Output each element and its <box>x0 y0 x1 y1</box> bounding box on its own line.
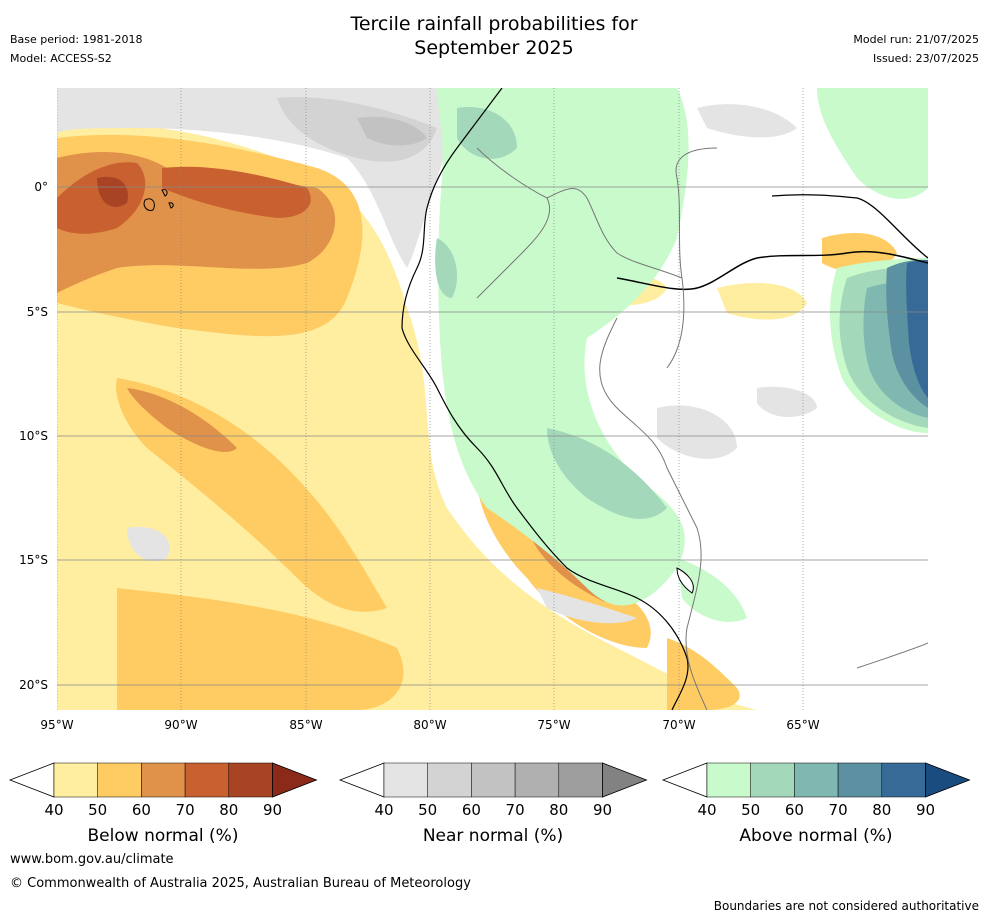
near-normal-region <box>57 88 817 624</box>
colorbar-above-tick: 90 <box>915 801 936 819</box>
lat-label-5s: 5°S <box>26 305 48 319</box>
lon-label-95w: 95°W <box>40 718 74 732</box>
colorbar-near-tick: 40 <box>374 801 394 819</box>
lat-label-20s: 20°S <box>19 678 48 692</box>
colorbar-below-segment <box>53 762 98 798</box>
colorbar-above-segment <box>706 762 751 798</box>
colorbar-near-tick: 70 <box>505 801 525 819</box>
colorbar-below-label: Below normal (%) <box>87 826 239 846</box>
colorbar-above-tick: 40 <box>697 801 717 819</box>
colorbar-above-segment <box>837 762 883 798</box>
colorbar-near-label: Near normal (%) <box>422 826 564 846</box>
colorbar-near-segment <box>471 762 516 798</box>
lon-label-80w: 80°W <box>413 718 447 732</box>
colorbar-above-segment <box>750 762 795 798</box>
lon-label-70w: 70°W <box>662 718 696 732</box>
colorbar-above-tick: 50 <box>741 801 761 819</box>
colorbars <box>8 762 971 798</box>
colorbar-above-upper-extend <box>925 762 971 798</box>
title-line-2: September 2025 <box>414 37 574 59</box>
colorbar-near-tick: 60 <box>461 801 481 819</box>
colorbar-below-tick: 80 <box>219 801 239 819</box>
model-run: Model run: 21/07/2025 <box>853 33 979 46</box>
galapagos-islands <box>143 189 174 211</box>
colorbar-near-upper-extend <box>602 762 648 798</box>
amazon-river <box>616 250 928 291</box>
colorbar-below-segment <box>228 762 273 798</box>
model-name: Model: ACCESS-S2 <box>10 52 112 65</box>
colorbar-below-segment <box>184 762 230 798</box>
colorbar-above-tick: 80 <box>872 801 892 819</box>
colorbar-near-segment <box>383 762 428 798</box>
colorbar-near-tick: 80 <box>549 801 569 819</box>
map-svg <box>57 88 928 710</box>
lon-label-90w: 90°W <box>164 718 198 732</box>
colorbar-near-segment <box>514 762 560 798</box>
colorbar-above-segment <box>794 762 839 798</box>
northern-river <box>771 194 928 259</box>
colorbar-above-segment <box>881 762 926 798</box>
colorbar-near-segment <box>558 762 603 798</box>
colorbar-below-segment <box>97 762 142 798</box>
footer-disclaimer: Boundaries are not considered authoritat… <box>713 899 979 913</box>
colorbar-near-segment <box>427 762 472 798</box>
issued-date: Issued: 23/07/2025 <box>872 52 979 65</box>
lake-titicaca <box>676 567 694 594</box>
colorbar-below-tick: 90 <box>262 801 283 819</box>
colorbar-below-segment <box>141 762 186 798</box>
probability-map <box>57 88 928 710</box>
colorbar-below-tick: 60 <box>131 801 151 819</box>
footer-copyright: © Commonwealth of Australia 2025, Austra… <box>10 876 471 891</box>
lon-label-75w: 75°W <box>537 718 571 732</box>
title-line-1: Tercile rainfall probabilities for <box>350 13 638 35</box>
colorbar-near-lower-extend <box>338 762 385 798</box>
lon-label-85w: 85°W <box>289 718 323 732</box>
coastline <box>401 88 689 710</box>
country-borders <box>476 147 928 710</box>
colorbar-near-tick: 50 <box>418 801 438 819</box>
colorbar-below-tick: 40 <box>44 801 64 819</box>
colorbar-below-lower-extend <box>8 762 55 798</box>
colorbar-below-tick: 50 <box>88 801 108 819</box>
lat-label-10s: 10°S <box>19 429 48 443</box>
footer-url: www.bom.gov.au/climate <box>10 852 174 867</box>
graticule <box>57 88 928 710</box>
above-normal-region <box>435 88 928 622</box>
colorbar-below-upper-extend <box>272 762 318 798</box>
colorbar-near-tick: 90 <box>592 801 613 819</box>
lat-label-15s: 15°S <box>19 553 48 567</box>
lat-label-0: 0° <box>34 180 48 194</box>
colorbar-above-label: Above normal (%) <box>739 826 893 846</box>
base-period: Base period: 1981-2018 <box>10 33 143 46</box>
colorbar-below-tick: 70 <box>175 801 195 819</box>
page-title: Tercile rainfall probabilities for Septe… <box>0 12 988 60</box>
colorbar-above-lower-extend <box>661 762 708 798</box>
colorbar-above-tick: 60 <box>784 801 804 819</box>
lon-label-65w: 65°W <box>786 718 820 732</box>
colorbar-above-tick: 70 <box>828 801 848 819</box>
